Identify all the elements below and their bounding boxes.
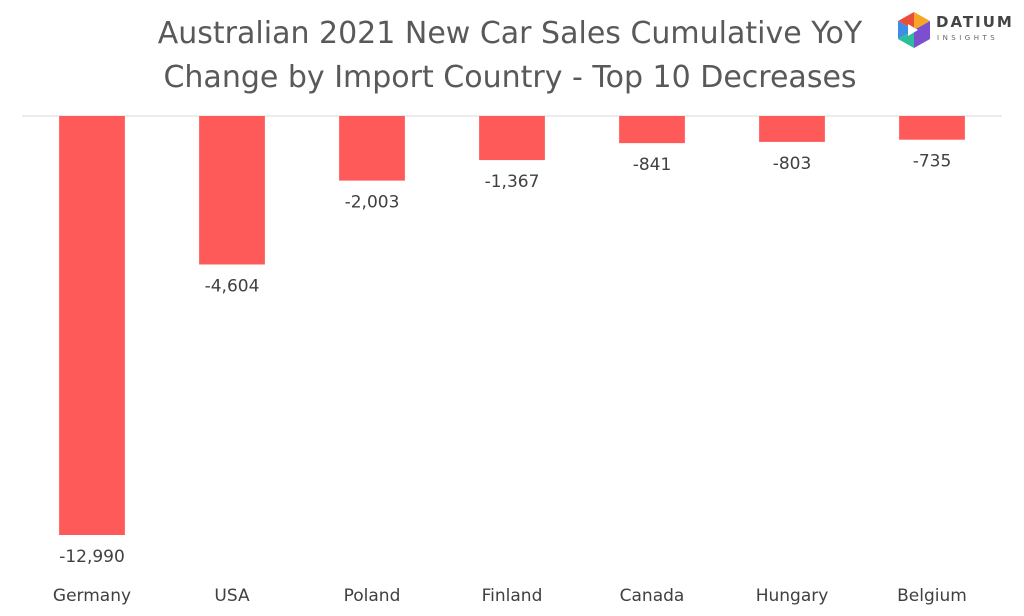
- category-label-usa: USA: [214, 586, 250, 606]
- bar-finland: [479, 116, 545, 161]
- value-label-usa: -4,604: [205, 277, 260, 297]
- category-label-germany: Germany: [53, 586, 131, 606]
- logo-inner-cutout: [908, 24, 918, 36]
- category-label-hungary: Hungary: [756, 586, 829, 606]
- bars-group: [59, 116, 965, 535]
- datium-logo: DATIUM INSIGHTS: [896, 10, 1016, 54]
- value-label-belgium: -735: [913, 152, 952, 172]
- category-label-finland: Finland: [482, 586, 543, 606]
- bar-germany: [59, 116, 125, 535]
- bar-usa: [199, 116, 265, 265]
- value-label-finland: -1,367: [485, 172, 540, 192]
- logo-facet-3: [898, 21, 914, 39]
- value-label-poland: -2,003: [345, 193, 400, 213]
- bar-hungary: [759, 116, 825, 142]
- category-labels-group: Germany USA Poland Finland Canada Hungary Belg…: [53, 586, 967, 606]
- value-label-canada: -841: [633, 155, 672, 175]
- logo-facet-1: [914, 12, 930, 30]
- value-label-germany: -12,990: [59, 547, 125, 567]
- chart-title-line-2: Change by Import Country - Top 10 Decrea…: [163, 60, 857, 95]
- category-label-canada: Canada: [620, 586, 685, 606]
- logo-facet-5: [914, 21, 930, 48]
- bar-poland: [339, 116, 405, 181]
- bar-canada: [619, 116, 685, 144]
- category-label-poland: Poland: [344, 586, 401, 606]
- category-label-belgium: Belgium: [897, 586, 967, 606]
- datium-logo-icon: [898, 12, 930, 48]
- value-labels-group: -12,990 -4,604 -2,003 -1,367 -841 -803 -735: [59, 152, 951, 567]
- chart-title: Australian 2021 New Car Sales Cumulative…: [100, 12, 920, 100]
- logo-subtitle: INSIGHTS: [937, 34, 999, 42]
- bar-belgium: [899, 116, 965, 140]
- logo-wordmark: DATIUM: [936, 13, 1014, 31]
- chart-title-line-1: Australian 2021 New Car Sales Cumulative…: [157, 16, 863, 51]
- value-label-hungary: -803: [773, 154, 812, 174]
